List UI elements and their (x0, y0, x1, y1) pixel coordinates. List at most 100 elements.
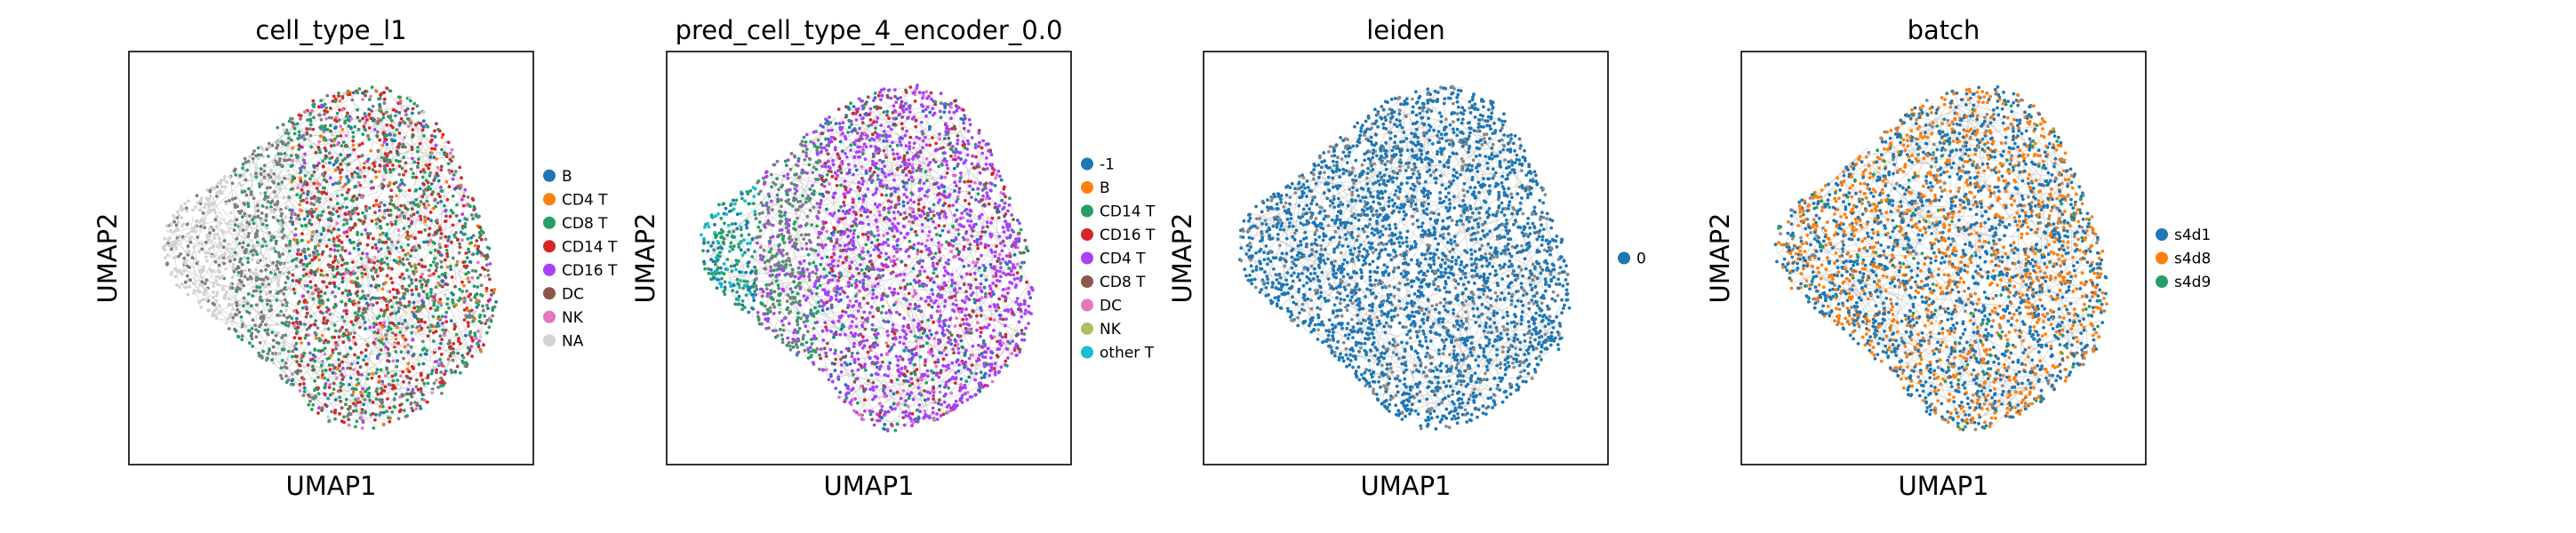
scatter-point (346, 163, 350, 167)
scatter-point (1004, 323, 1007, 328)
scatter-point (295, 311, 300, 314)
scatter-point (739, 248, 743, 252)
scatter-point (454, 214, 459, 218)
scatter-point (940, 163, 944, 167)
scatter-point (361, 116, 364, 121)
scatter-point (175, 283, 179, 287)
scatter-point (240, 319, 244, 323)
scatter-point (228, 314, 232, 318)
scatter-point (371, 400, 375, 404)
scatter-point (478, 335, 483, 338)
scatter-point (400, 181, 404, 186)
scatter-point (196, 242, 201, 245)
scatter-point (917, 91, 922, 95)
scatter-point (835, 238, 839, 242)
scatter-point (234, 329, 238, 333)
scatter-point (173, 274, 178, 279)
scatter-point (241, 322, 244, 327)
scatter-point (172, 256, 176, 260)
scatter-point (365, 243, 370, 247)
scatter-point (428, 263, 433, 267)
scatter-point (274, 250, 277, 253)
scatter-point (387, 151, 390, 155)
scatter-point (428, 227, 432, 230)
scatter-point (425, 240, 429, 244)
scatter-point (421, 125, 426, 129)
scatter-point (375, 301, 380, 305)
scatter-point (825, 148, 828, 153)
scatter-point (857, 271, 861, 275)
scatter-point (275, 264, 279, 268)
scatter-point (360, 408, 364, 411)
scatter-point (292, 126, 297, 131)
scatter-point (475, 300, 478, 305)
scatter-point (395, 260, 399, 264)
scatter-point (855, 401, 860, 405)
scatter-point (994, 271, 998, 275)
scatter-point (460, 238, 464, 243)
scatter-point (781, 289, 786, 293)
scatter-point (437, 299, 442, 304)
scatter-point (808, 196, 812, 201)
scatter-point (847, 326, 852, 330)
scatter-point (340, 144, 344, 148)
scatter-point (366, 235, 371, 240)
scatter-point (300, 341, 303, 345)
scatter-point (268, 231, 272, 235)
scatter-point (356, 91, 360, 95)
scatter-point (281, 334, 285, 338)
scatter-point (316, 326, 320, 330)
scatter-point (961, 317, 964, 322)
scatter-point (335, 111, 340, 115)
scatter-point (982, 325, 987, 330)
scatter-point (346, 271, 350, 275)
scatter-point (966, 219, 970, 223)
scatter-point (319, 124, 324, 129)
scatter-point (356, 276, 359, 281)
scatter-point (290, 316, 294, 321)
scatter-point (900, 357, 905, 362)
scatter-point (401, 143, 405, 147)
scatter-point (988, 373, 992, 378)
scatter-point (324, 384, 327, 388)
scatter-point (435, 122, 438, 126)
scatter-point (259, 295, 262, 299)
scatter-point (306, 363, 310, 367)
scatter-point (337, 214, 340, 219)
scatter-point (345, 145, 349, 148)
scatter-point (195, 261, 199, 266)
scatter-point (924, 179, 929, 183)
scatter-point (935, 294, 940, 298)
scatter-point (388, 312, 393, 316)
scatter-point (455, 259, 460, 264)
scatter-point (240, 262, 244, 266)
scatter-point (364, 362, 369, 366)
scatter-point (491, 306, 495, 310)
scatter-point (472, 284, 476, 289)
scatter-point (204, 288, 208, 291)
scatter-point (836, 284, 839, 289)
scatter-point (752, 282, 756, 285)
scatter-point (1025, 280, 1028, 284)
scatter-point (305, 201, 309, 204)
scatter-point (706, 249, 710, 253)
scatter-point (420, 128, 425, 132)
legend-label: CD8 T (562, 215, 608, 233)
scatter-point (388, 181, 392, 185)
scatter-point (203, 205, 207, 210)
scatter-point (219, 179, 223, 182)
scatter-point (390, 281, 395, 285)
scatter-point (312, 210, 316, 214)
scatter-point (312, 181, 316, 186)
scatter-point (827, 190, 830, 195)
scatter-point (920, 265, 924, 269)
scatter-point (863, 157, 868, 162)
scatter-point (396, 145, 400, 149)
scatter-point (447, 346, 452, 349)
scatter-point (886, 374, 890, 378)
scatter-point (832, 244, 836, 249)
scatter-point (201, 269, 205, 273)
scatter-point (982, 285, 987, 290)
scatter-point (331, 351, 335, 355)
scatter-point (786, 176, 790, 180)
